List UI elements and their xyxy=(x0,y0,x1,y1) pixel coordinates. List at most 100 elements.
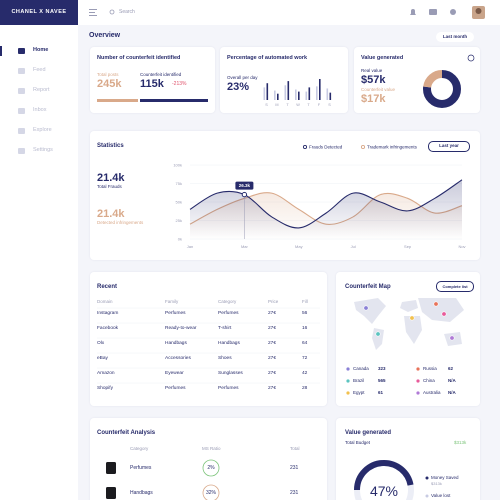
graphic: Frauds Detected Trademark infringements 0k… xyxy=(173,145,465,250)
period-button[interactable]: Last month xyxy=(436,32,474,42)
nav-icon xyxy=(18,108,25,114)
x-tick-label: F xyxy=(318,103,321,107)
map-marker xyxy=(363,305,369,311)
automation-card: Percentage of automated work Overall per … xyxy=(220,47,348,113)
table-cell: 16 xyxy=(302,326,308,331)
country-name: Egypt xyxy=(353,389,365,395)
x-tick-label: Jul xyxy=(351,244,356,249)
nav-item[interactable]: Home xyxy=(33,47,49,53)
card-title: Number of counterfeit identified xyxy=(97,55,181,61)
legend-label: Trademark infringements xyxy=(367,145,418,150)
category: Perfumes xyxy=(130,464,152,471)
map-marker xyxy=(449,335,455,341)
column-header: Price xyxy=(268,299,279,304)
label: Total Budget xyxy=(345,440,371,445)
table-cell: 42 xyxy=(302,371,308,376)
label: Money Saved xyxy=(431,474,459,480)
nav-icon xyxy=(18,48,25,54)
table-cell: Sunglasses xyxy=(218,371,243,376)
nav-item[interactable]: Inbox xyxy=(33,107,47,113)
nav-item[interactable]: Settings xyxy=(33,147,53,153)
value: 21.4k xyxy=(97,208,125,220)
graphic xyxy=(354,460,429,500)
x-tick-label: W xyxy=(296,103,300,107)
country-value: 62 xyxy=(448,365,454,371)
nav-item[interactable]: Explore xyxy=(33,127,52,133)
column-header: Fill xyxy=(302,299,308,304)
card-title: Percentage of automated work xyxy=(227,55,308,61)
top-bar: CHANEL X NAVEE Search xyxy=(0,0,500,25)
table-cell: 27€ xyxy=(268,326,277,331)
value: 245k xyxy=(97,78,122,90)
value: $17k xyxy=(361,93,386,105)
value: 21.4k xyxy=(97,172,125,184)
graphic xyxy=(346,298,464,395)
progress-total xyxy=(97,99,138,102)
progress-identified xyxy=(140,99,208,102)
table-cell: Accessories xyxy=(165,356,191,361)
label: Total posts xyxy=(97,72,119,77)
mail-icon xyxy=(429,9,437,15)
country-name: Russia xyxy=(423,365,437,371)
legend-dot xyxy=(425,476,429,480)
bar xyxy=(329,92,332,100)
line xyxy=(189,179,463,229)
donut-segment xyxy=(354,460,414,500)
bar xyxy=(298,91,300,100)
statistics-card: Statistics Last year 21.4k Total Frauds 21.4… xyxy=(90,131,480,260)
highlight-point xyxy=(241,191,248,198)
table-cell: 72 xyxy=(302,356,308,361)
ratio: 32% xyxy=(205,489,216,496)
ratio-ring xyxy=(202,459,220,477)
period-button[interactable]: Last year xyxy=(428,141,470,152)
nav-item[interactable]: Report xyxy=(33,87,50,93)
map-marker xyxy=(433,301,439,307)
donut-segment xyxy=(423,70,461,108)
y-tick-label: 100k xyxy=(173,163,182,168)
table-cell: 27€ xyxy=(268,311,277,316)
search-input[interactable]: Search xyxy=(119,9,135,15)
bar xyxy=(274,90,276,100)
country-value: 565 xyxy=(378,377,386,383)
card-title: Recent xyxy=(97,284,118,290)
table-cell: T-shirt xyxy=(218,326,232,331)
label: Real value xyxy=(361,68,383,73)
bar xyxy=(308,87,311,100)
bell-icon xyxy=(410,9,416,15)
nav-icon xyxy=(18,128,25,134)
value-card: Value generated Real value $57k Counterfeit… xyxy=(354,47,480,113)
y-tick-label: 50k xyxy=(176,200,182,205)
graphic xyxy=(423,54,475,108)
value: $313k xyxy=(454,440,467,445)
value: $57k xyxy=(361,74,386,86)
column-header: Category xyxy=(130,446,149,451)
change: -213% xyxy=(172,81,187,87)
value: 23% xyxy=(227,81,250,93)
country-name: Canada xyxy=(353,365,369,371)
bar xyxy=(263,87,266,100)
analysis-card: Counterfeit Analysis Category MS Ratio Tota… xyxy=(90,418,327,500)
x-tick-label: Nov xyxy=(458,244,465,249)
column-header: MS Ratio xyxy=(202,446,221,451)
label: Counterfeit identified xyxy=(140,72,182,77)
map-card: Counterfeit Map Complete list Canada 323 Rus… xyxy=(336,272,480,406)
y-tick-label: 0k xyxy=(178,237,182,242)
legend-dot xyxy=(346,379,350,383)
map-north-america xyxy=(354,298,386,324)
nav-item[interactable]: Feed xyxy=(33,67,46,73)
total: 231 xyxy=(290,464,299,471)
table-cell: 27€ xyxy=(268,341,277,346)
bar xyxy=(277,93,279,100)
category: Handbags xyxy=(130,489,153,496)
table-cell: Handbags xyxy=(165,341,187,346)
value: $313k xyxy=(431,481,442,486)
table-cell: Olx xyxy=(97,341,105,346)
bar xyxy=(284,85,287,100)
x-tick-label: M xyxy=(275,103,278,107)
list-button[interactable]: Complete list xyxy=(436,281,474,292)
x-tick-label: S xyxy=(328,103,331,107)
map-africa xyxy=(404,316,422,344)
country-name: China xyxy=(423,377,435,383)
